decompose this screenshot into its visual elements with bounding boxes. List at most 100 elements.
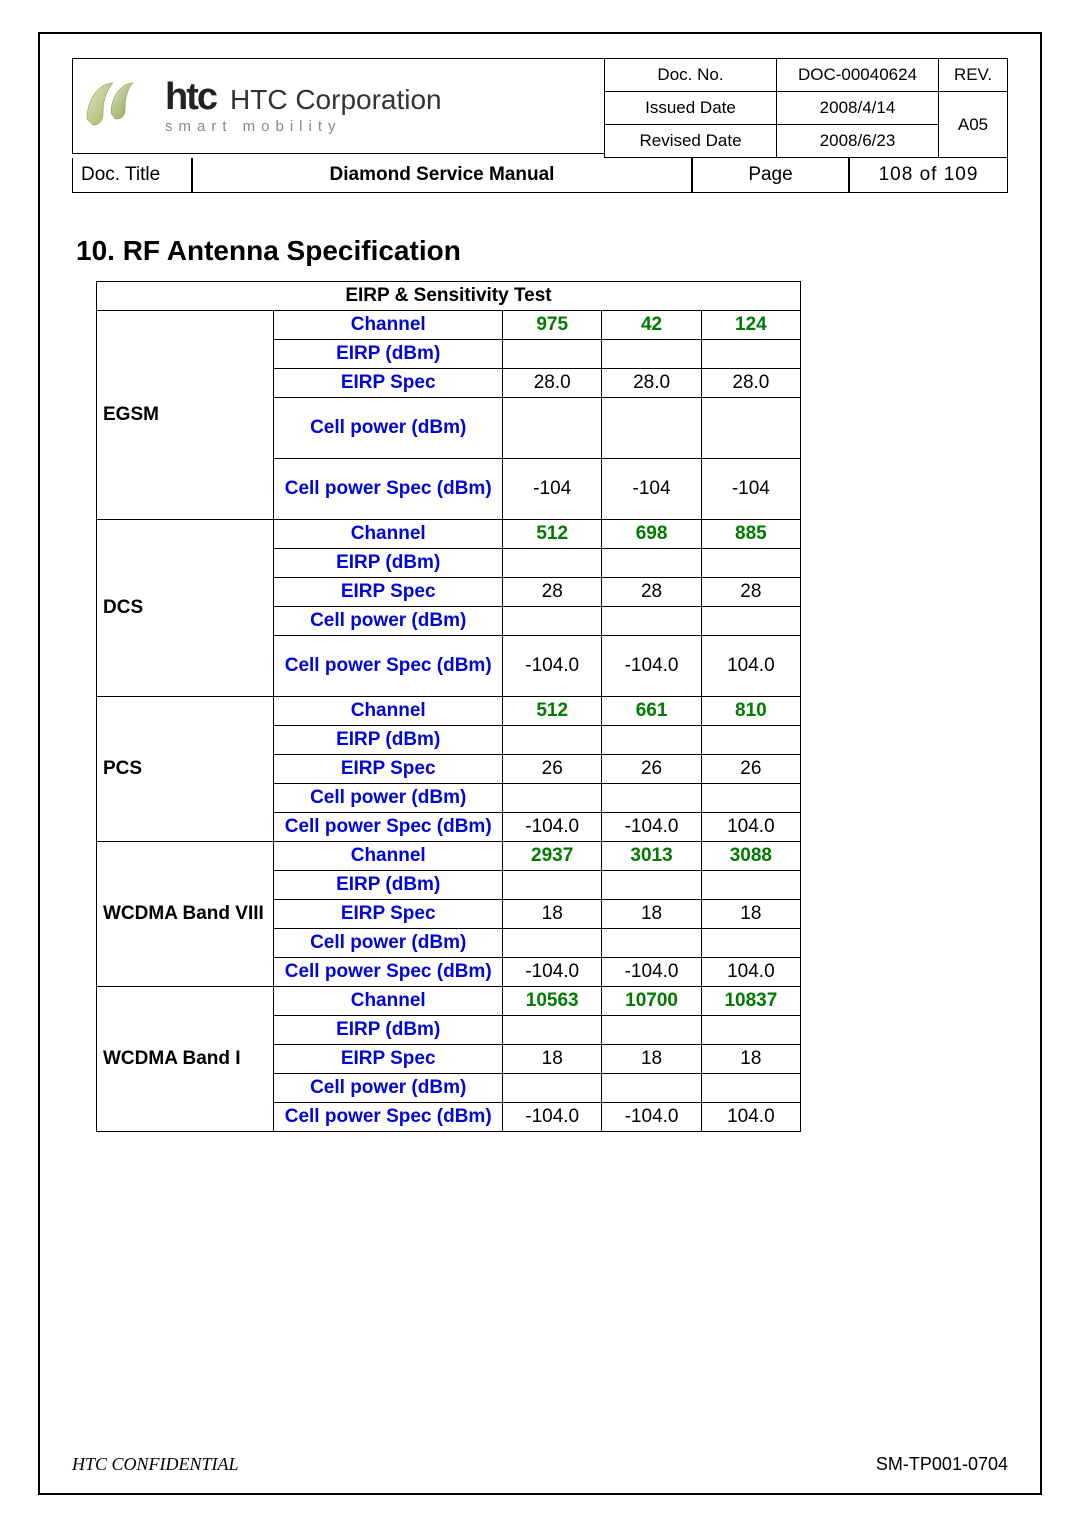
- cell-value: 698: [602, 520, 701, 549]
- cell-value: [602, 1074, 701, 1103]
- cell-value: [503, 929, 602, 958]
- row-label: Channel: [274, 520, 503, 549]
- cell-value: [602, 929, 701, 958]
- cell-value: 18: [503, 1045, 602, 1074]
- footer-code: SM-TP001-0704: [876, 1454, 1008, 1475]
- cell-value: 42: [602, 311, 701, 340]
- doc-meta-table: Doc. No. DOC-00040624 REV. Issued Date 2…: [604, 58, 1008, 158]
- doc-title: Diamond Service Manual: [192, 158, 692, 193]
- corp-name: HTC Corporation: [230, 84, 442, 116]
- confidential-label: HTC CONFIDENTIAL: [72, 1454, 239, 1475]
- cell-value: 885: [701, 520, 800, 549]
- revised-label: Revised Date: [605, 125, 777, 158]
- cell-value: [503, 871, 602, 900]
- cell-value: 2937: [503, 842, 602, 871]
- row-label: EIRP (dBm): [274, 340, 503, 369]
- cell-value: [602, 871, 701, 900]
- cell-value: -104.0: [602, 813, 701, 842]
- rev: A05: [939, 92, 1008, 158]
- row-label: Channel: [274, 987, 503, 1016]
- cell-value: [503, 784, 602, 813]
- htc-logo-icon: [81, 73, 159, 139]
- cell-value: [602, 607, 701, 636]
- row-label: EIRP Spec: [274, 900, 503, 929]
- row-label: EIRP (dBm): [274, 871, 503, 900]
- cell-value: -104: [503, 459, 602, 520]
- cell-value: 18: [503, 900, 602, 929]
- cell-value: [701, 549, 800, 578]
- page-number: 108 of 109: [849, 158, 1008, 193]
- cell-value: -104.0: [602, 958, 701, 987]
- cell-value: [602, 340, 701, 369]
- cell-value: 975: [503, 311, 602, 340]
- cell-value: [602, 784, 701, 813]
- band-name: WCDMA Band VIII: [97, 842, 274, 987]
- cell-value: [503, 340, 602, 369]
- tagline: smart mobility: [165, 118, 442, 135]
- band-name: PCS: [97, 697, 274, 842]
- row-label: Channel: [274, 697, 503, 726]
- cell-value: [701, 1016, 800, 1045]
- cell-value: 28.0: [503, 369, 602, 398]
- row-label: Cell power (dBm): [274, 607, 503, 636]
- cell-value: [701, 1074, 800, 1103]
- cell-value: 810: [701, 697, 800, 726]
- cell-value: -104.0: [503, 1103, 602, 1132]
- section-heading: 10. RF Antenna Specification: [76, 235, 1008, 267]
- cell-value: [701, 398, 800, 459]
- cell-value: 28.0: [602, 369, 701, 398]
- row-label: Cell power (dBm): [274, 784, 503, 813]
- cell-value: [602, 398, 701, 459]
- row-label: EIRP (dBm): [274, 1016, 503, 1045]
- cell-value: [602, 1016, 701, 1045]
- row-label: Cell power Spec (dBm): [274, 459, 503, 520]
- cell-value: 3088: [701, 842, 800, 871]
- cell-value: [701, 929, 800, 958]
- cell-value: -104.0: [503, 636, 602, 697]
- cell-value: 104.0: [701, 813, 800, 842]
- row-label: Cell power Spec (dBm): [274, 636, 503, 697]
- cell-value: [701, 871, 800, 900]
- row-label: EIRP Spec: [274, 755, 503, 784]
- cell-value: 28: [701, 578, 800, 607]
- cell-value: -104: [701, 459, 800, 520]
- cell-value: [503, 1074, 602, 1103]
- cell-value: [701, 784, 800, 813]
- cell-value: 104.0: [701, 1103, 800, 1132]
- doc-title-label: Doc. Title: [72, 158, 192, 193]
- row-label: Cell power Spec (dBm): [274, 1103, 503, 1132]
- cell-value: 28: [503, 578, 602, 607]
- brand-name: htc: [165, 78, 216, 116]
- cell-value: [503, 607, 602, 636]
- row-label: EIRP Spec: [274, 578, 503, 607]
- row-label: Cell power (dBm): [274, 1074, 503, 1103]
- cell-value: 661: [602, 697, 701, 726]
- cell-value: 104.0: [701, 958, 800, 987]
- cell-value: [503, 549, 602, 578]
- cell-value: -104.0: [602, 636, 701, 697]
- issued-date: 2008/4/14: [777, 92, 939, 125]
- cell-value: -104.0: [602, 1103, 701, 1132]
- doc-no-label: Doc. No.: [605, 59, 777, 92]
- cell-value: -104.0: [503, 958, 602, 987]
- cell-value: 28: [602, 578, 701, 607]
- issued-label: Issued Date: [605, 92, 777, 125]
- row-label: EIRP (dBm): [274, 549, 503, 578]
- band-name: EGSM: [97, 311, 274, 520]
- cell-value: 18: [602, 1045, 701, 1074]
- cell-value: 512: [503, 697, 602, 726]
- row-label: EIRP Spec: [274, 369, 503, 398]
- cell-value: 3013: [602, 842, 701, 871]
- cell-value: [701, 607, 800, 636]
- row-label: Channel: [274, 842, 503, 871]
- cell-value: 26: [503, 755, 602, 784]
- cell-value: 124: [701, 311, 800, 340]
- table-caption: EIRP & Sensitivity Test: [97, 282, 801, 311]
- spec-table: EIRP & Sensitivity Test EGSMChannel97542…: [96, 281, 801, 1132]
- cell-value: [503, 726, 602, 755]
- cell-value: 512: [503, 520, 602, 549]
- cell-value: 18: [602, 900, 701, 929]
- page-label: Page: [692, 158, 849, 193]
- band-name: DCS: [97, 520, 274, 697]
- cell-value: 26: [602, 755, 701, 784]
